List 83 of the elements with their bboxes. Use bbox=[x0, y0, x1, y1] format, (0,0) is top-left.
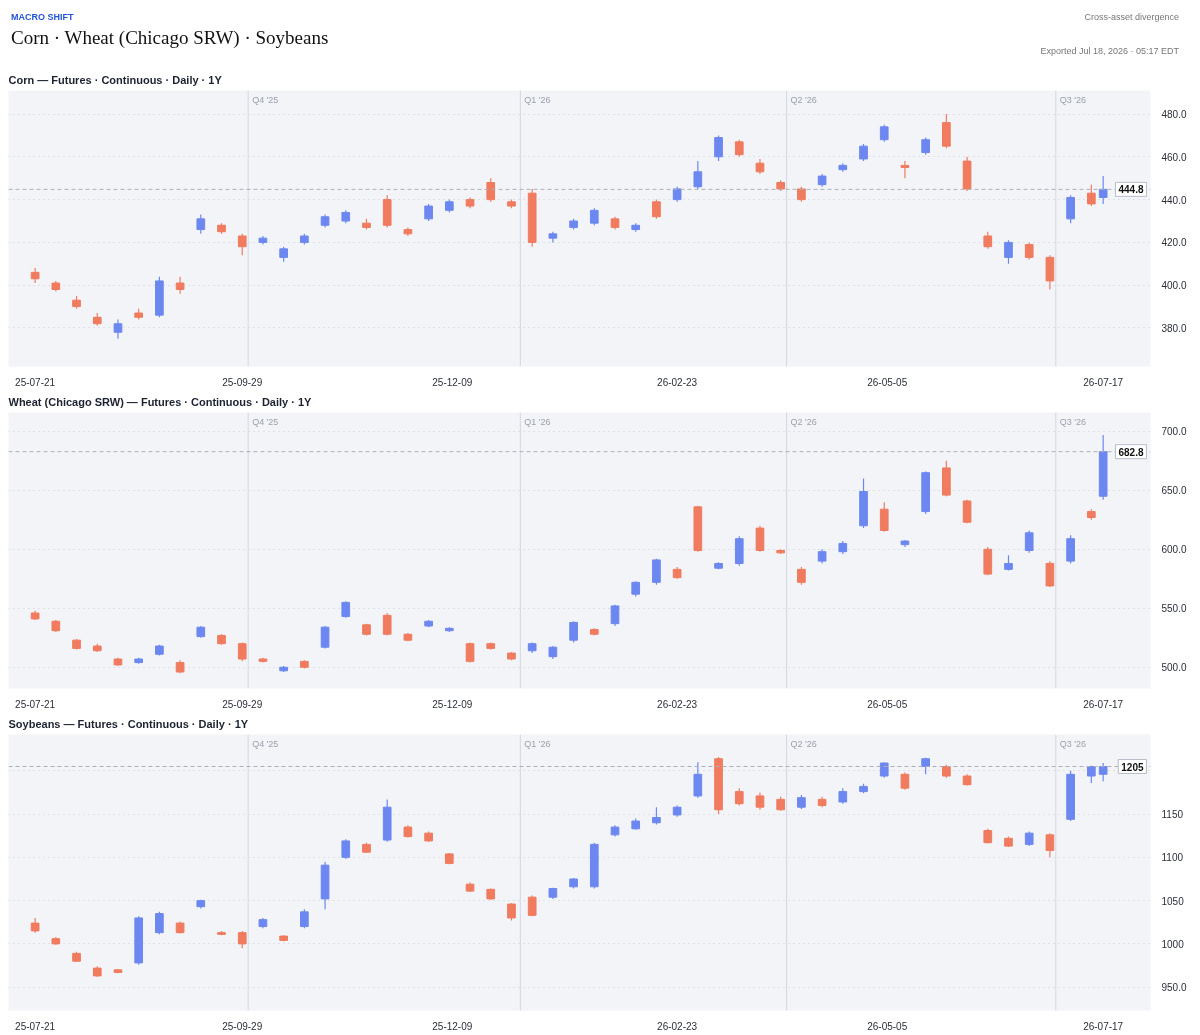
candlestick bbox=[569, 620, 578, 644]
x-tick-label: 25-12-09 bbox=[432, 698, 473, 710]
y-tick-label: 1150 bbox=[1161, 809, 1184, 821]
ref-line-label: 444.8 bbox=[1118, 184, 1144, 196]
candlestick bbox=[300, 908, 309, 929]
y-tick-label: 1000 bbox=[1161, 938, 1185, 950]
candlestick bbox=[879, 501, 889, 533]
ref-line-label: 682.8 bbox=[1118, 446, 1144, 458]
y-tick-label: 950.0 bbox=[1161, 982, 1187, 994]
candlestick bbox=[714, 134, 723, 162]
candlestick bbox=[196, 213, 206, 235]
candlestick bbox=[1086, 184, 1096, 207]
candlestick bbox=[113, 318, 123, 340]
x-tick-label: 25-09-29 bbox=[222, 698, 263, 710]
candlestick bbox=[486, 177, 496, 203]
chart-title: Soybeans — Futures · Continuous · Daily · 1Y bbox=[8, 717, 249, 730]
ref-line-label: Q4 '25 bbox=[252, 416, 279, 427]
ref-line-label: Q3 '26 bbox=[1059, 94, 1087, 105]
candlestick bbox=[1024, 529, 1034, 554]
y-tick-label: 460.0 bbox=[1161, 151, 1187, 163]
candlestick bbox=[1004, 239, 1013, 265]
y-tick-label: 600.0 bbox=[1161, 544, 1187, 556]
ref-line-label: Q4 '25 bbox=[252, 738, 279, 749]
x-tick-label: 26-05-05 bbox=[867, 376, 908, 388]
candlestick bbox=[693, 761, 703, 799]
y-tick-label: 700.0 bbox=[1161, 426, 1187, 438]
y-tick-label: 400.0 bbox=[1161, 280, 1187, 292]
ref-line-label: Q3 '26 bbox=[1059, 738, 1087, 749]
candlestick bbox=[755, 525, 765, 553]
x-tick-label: 26-07-17 bbox=[1083, 376, 1124, 388]
x-tick-label: 26-07-17 bbox=[1083, 698, 1124, 710]
x-tick-label: 25-12-09 bbox=[432, 1020, 473, 1032]
y-tick-label: 1100 bbox=[1161, 852, 1184, 864]
chart-title: Corn — Futures · Continuous · Daily · 1Y bbox=[8, 73, 223, 86]
candlestick bbox=[942, 113, 951, 149]
text: Exported Jul 18, 2026 · 05:17 EDT bbox=[1040, 45, 1179, 58]
y-tick-label: 440.0 bbox=[1161, 194, 1187, 206]
ref-line-label: Q1 '26 bbox=[524, 94, 551, 105]
candlestick bbox=[652, 199, 661, 220]
y-tick-label: 500.0 bbox=[1161, 662, 1187, 674]
candlestick bbox=[237, 233, 247, 256]
x-tick-label: 26-05-05 bbox=[867, 1020, 908, 1032]
x-tick-label: 26-02-23 bbox=[657, 698, 698, 710]
ref-line-label: Q1 '26 bbox=[524, 738, 551, 749]
candlestick bbox=[652, 558, 661, 586]
x-tick-label: 25-07-21 bbox=[15, 376, 56, 388]
candlestick bbox=[1066, 194, 1075, 224]
chart-title: Wheat (Chicago SRW) — Futures · Continuous · Daily · 1Y bbox=[8, 395, 313, 408]
candlestick bbox=[1098, 762, 1108, 782]
ref-line-label: Q2 '26 bbox=[790, 94, 817, 105]
x-tick-label: 26-02-23 bbox=[657, 1020, 698, 1032]
candlestick bbox=[1045, 560, 1055, 588]
candlestick bbox=[155, 911, 164, 935]
y-tick-label: 420.0 bbox=[1161, 237, 1187, 249]
candlestick bbox=[341, 838, 351, 860]
candlestick bbox=[1045, 832, 1055, 858]
y-tick-label: 650.0 bbox=[1161, 485, 1187, 497]
y-tick-label: 480.0 bbox=[1161, 109, 1187, 121]
ref-line-label: Q3 '26 bbox=[1059, 416, 1087, 427]
candlestick bbox=[693, 160, 703, 190]
ref-line-label: Q4 '25 bbox=[252, 94, 279, 105]
ref-line-label: 1205 bbox=[1121, 761, 1144, 773]
y-tick-label: 550.0 bbox=[1161, 603, 1187, 615]
x-tick-label: 25-09-29 bbox=[222, 1020, 263, 1032]
x-tick-label: 26-07-17 bbox=[1083, 1020, 1124, 1032]
y-tick-label: 380.0 bbox=[1161, 322, 1187, 334]
ref-line-label: Q1 '26 bbox=[524, 416, 551, 427]
ref-line-label: Q2 '26 bbox=[790, 738, 817, 749]
y-tick-label: 1050 bbox=[1161, 895, 1185, 907]
text: Corn · Wheat (Chicago SRW) · Soybeans bbox=[11, 26, 329, 50]
candlestick bbox=[900, 160, 910, 179]
x-tick-label: 26-02-23 bbox=[657, 376, 698, 388]
x-tick-label: 25-07-21 bbox=[15, 698, 56, 710]
candlestick bbox=[1045, 254, 1055, 291]
x-tick-label: 25-12-09 bbox=[432, 376, 473, 388]
text: MACRO SHIFT bbox=[11, 11, 74, 24]
candlestick bbox=[1066, 534, 1075, 565]
x-tick-label: 26-05-05 bbox=[867, 698, 908, 710]
x-tick-label: 25-07-21 bbox=[15, 1020, 56, 1032]
x-tick-label: 25-09-29 bbox=[222, 376, 263, 388]
text: Cross-asset divergence bbox=[1084, 11, 1179, 24]
candlestick bbox=[1098, 175, 1108, 205]
ref-line-label: Q2 '26 bbox=[790, 416, 817, 427]
